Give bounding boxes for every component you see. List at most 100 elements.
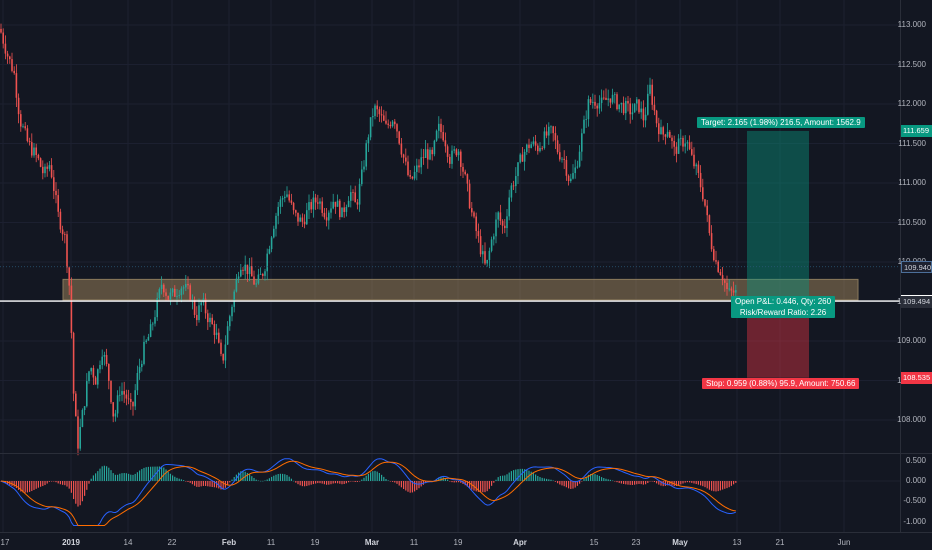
- candle-body: [231, 306, 233, 317]
- macd-histogram-bar: [264, 480, 266, 481]
- macd-histogram-bar: [304, 481, 306, 487]
- candle-body: [387, 123, 389, 125]
- macd-histogram-bar: [704, 481, 706, 488]
- long-position-tool[interactable]: [747, 130, 809, 378]
- macd-histogram-bar: [20, 481, 22, 492]
- candle-body: [413, 171, 416, 179]
- macd-histogram-bar: [730, 481, 732, 486]
- candle-body: [55, 190, 57, 196]
- macd-histogram-bar: [517, 469, 519, 481]
- candle-body: [396, 124, 398, 132]
- candle-body: [22, 126, 24, 128]
- macd-histogram-bar: [110, 470, 112, 481]
- macd-histogram-bar: [587, 474, 589, 481]
- support-zone[interactable]: [62, 278, 859, 301]
- macd-histogram-bar: [682, 481, 684, 484]
- candle-body: [721, 275, 724, 281]
- macd-histogram-bar: [95, 473, 97, 481]
- candle-body: [506, 216, 508, 229]
- macd-histogram-bar: [350, 481, 352, 482]
- candle-body: [482, 251, 484, 255]
- candle-body: [79, 426, 81, 449]
- candle-body: [578, 151, 581, 167]
- macd-histogram-bar: [150, 466, 152, 481]
- candle-body: [515, 176, 517, 187]
- candle-body: [629, 103, 631, 115]
- macd-histogram-bar: [592, 473, 594, 481]
- macd-histogram-bar: [565, 481, 567, 488]
- macd-histogram-bar: [319, 481, 321, 484]
- candle-body: [570, 178, 572, 182]
- candle-body: [433, 140, 436, 155]
- candle-body: [537, 145, 539, 152]
- macd-histogram-bar: [526, 469, 528, 481]
- candle-body: [213, 324, 216, 336]
- macd-histogram-bar: [598, 475, 600, 481]
- target-label[interactable]: Target: 2.165 (1.98%) 216.5, Amount: 156…: [697, 117, 865, 128]
- candle-body: [603, 97, 605, 99]
- macd-tick-label: -0.500: [903, 496, 926, 506]
- candle-body: [325, 217, 328, 221]
- candle-body: [600, 97, 603, 104]
- candle-body: [383, 115, 385, 121]
- candle-body: [576, 166, 579, 168]
- open-pl-label[interactable]: Open P&L: 0.446, Qty: 260 Risk/Reward Ra…: [731, 296, 836, 318]
- candle-body: [92, 368, 95, 378]
- macd-histogram-bar: [352, 481, 354, 482]
- macd-histogram-bar: [211, 481, 213, 487]
- macd-histogram-bar: [194, 481, 196, 486]
- candle-body: [385, 120, 387, 124]
- price-tag: 108.535: [901, 371, 932, 384]
- candle-body: [369, 117, 372, 138]
- price-tag: 109.494: [901, 295, 932, 308]
- candle-body: [418, 165, 420, 168]
- price-tag: 109.940: [901, 260, 932, 273]
- candle-body: [658, 123, 660, 135]
- candle-body: [528, 144, 530, 148]
- candle-body: [702, 187, 704, 200]
- candle-body: [339, 200, 341, 218]
- macd-histogram-bar: [711, 481, 713, 491]
- candle-body: [473, 212, 475, 217]
- macd-histogram-bar: [108, 467, 110, 481]
- candle-body: [695, 164, 697, 167]
- candle-body: [530, 144, 532, 148]
- candle-body: [372, 116, 374, 118]
- candle-body: [504, 225, 506, 229]
- macd-histogram-bar: [205, 481, 207, 486]
- candle-body: [176, 295, 178, 297]
- macd-histogram-bar: [231, 479, 233, 481]
- macd-histogram-bar: [207, 481, 209, 487]
- price-tick-label: 108.000: [897, 415, 926, 424]
- date-tick-label: 21: [775, 538, 785, 547]
- macd-histogram-bar: [370, 472, 372, 481]
- stop-label[interactable]: Stop: 0.959 (0.88%) 95.9, Amount: 750.66: [702, 378, 860, 389]
- macd-histogram-bar: [675, 481, 677, 486]
- macd-histogram-bar: [77, 481, 79, 507]
- macd-histogram-bar: [706, 481, 708, 489]
- macd-histogram-bar: [557, 481, 559, 484]
- candle-body: [440, 123, 442, 133]
- candle-body: [290, 200, 293, 203]
- macd-histogram-bar: [381, 474, 383, 481]
- candle-body: [526, 144, 528, 152]
- candle-body: [147, 336, 150, 341]
- candle-body: [336, 200, 339, 207]
- candle-body: [495, 219, 497, 237]
- target-zone[interactable]: [747, 130, 809, 302]
- candle-body: [6, 53, 9, 57]
- candle-body: [237, 276, 240, 279]
- macd-histogram-bar: [273, 475, 275, 481]
- macd-histogram-bar: [656, 481, 658, 484]
- candle-body: [119, 394, 121, 396]
- candle-body: [429, 149, 431, 160]
- candle-body: [541, 147, 543, 149]
- macd-histogram-bar: [57, 481, 59, 484]
- macd-histogram-bar: [42, 481, 44, 487]
- macd-histogram-bar: [684, 481, 686, 483]
- candle-body: [572, 173, 574, 179]
- candle-body: [121, 391, 123, 395]
- candle-body: [365, 143, 367, 167]
- candle-body: [185, 283, 187, 288]
